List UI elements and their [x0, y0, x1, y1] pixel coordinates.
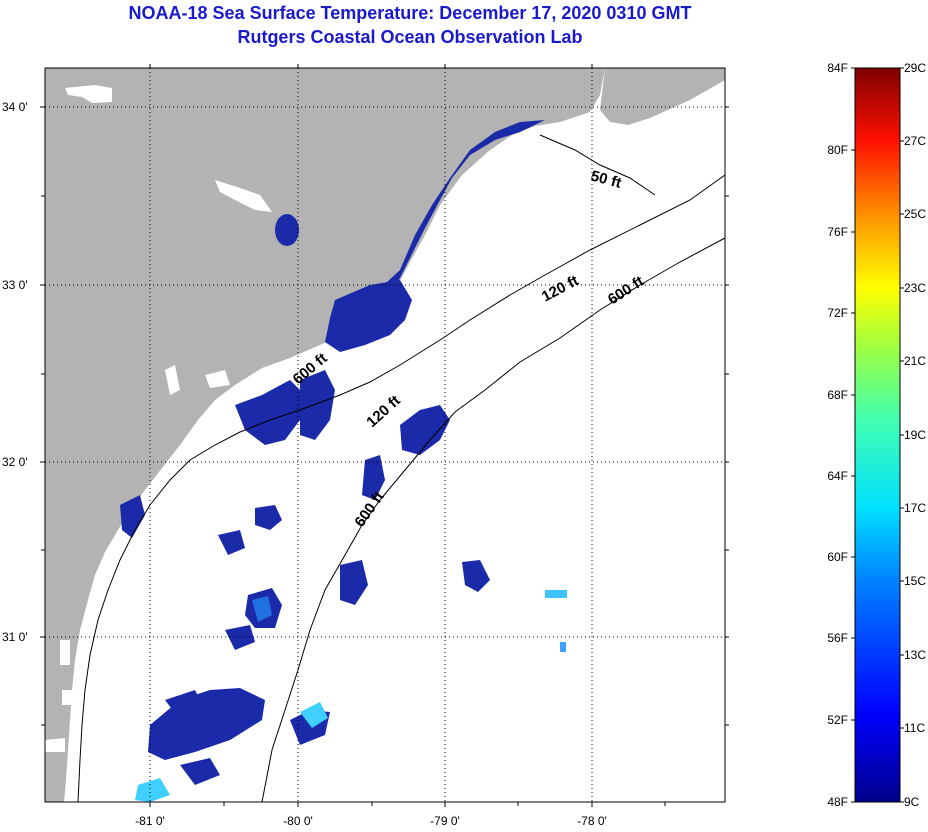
colorbar-c-label: 29C [904, 61, 926, 75]
land-mass-northeast [600, 68, 725, 125]
lat-label-33: 33 0' [2, 278, 28, 292]
colorbar-c-label: 21C [904, 354, 926, 368]
lon-label-81: -81 0' [135, 814, 165, 828]
lon-label-80: -80 0' [283, 814, 313, 828]
colorbar-gradient [854, 67, 901, 803]
lon-label-79: -79 0' [430, 814, 460, 828]
colorbar: 84F 80F 76F 72F 68F 64F 60F 56F 52F 48F … [827, 61, 926, 809]
map-ticks [40, 64, 729, 807]
lat-label-31: 31 0' [2, 630, 28, 644]
lat-label-34: 34 0' [2, 100, 28, 114]
colorbar-c-label: 15C [904, 574, 926, 588]
land-mass [45, 68, 605, 802]
colorbar-c-label: 9C [904, 795, 920, 809]
colorbar-f-label: 48F [827, 795, 848, 809]
colorbar-c-label: 17C [904, 501, 926, 515]
depth-contour-lines [77, 134, 725, 802]
colorbar-c-label: 11C [904, 721, 925, 735]
graticule [45, 68, 725, 802]
sst-cold-patches [120, 120, 545, 785]
colorbar-f-label: 76F [827, 225, 848, 239]
colorbar-c-label: 27C [904, 134, 926, 148]
colorbar-f-label: 84F [827, 61, 848, 75]
colorbar-f-label: 56F [827, 631, 848, 645]
colorbar-f-label: 72F [827, 306, 848, 320]
no-data-specks [45, 85, 272, 752]
map-area: 50 ft 120 ft 600 ft 120 ft 600 ft 600 ft [45, 68, 725, 802]
colorbar-f-label: 80F [827, 143, 848, 157]
colorbar-c-label: 13C [904, 648, 926, 662]
colorbar-f-label: 60F [827, 550, 848, 564]
map-title: NOAA-18 Sea Surface Temperature: Decembe… [128, 3, 692, 23]
lon-label-78: -78 0' [577, 814, 607, 828]
lat-label-32: 32 0' [2, 455, 28, 469]
colorbar-f-label: 68F [827, 388, 848, 402]
colorbar-f-label: 52F [827, 713, 848, 727]
map-frame [44, 67, 726, 803]
colorbar-c-label: 23C [904, 281, 926, 295]
colorbar-f-label: 64F [827, 469, 848, 483]
colorbar-c-label: 25C [904, 207, 926, 221]
colorbar-c-label: 19C [904, 428, 926, 442]
map-subtitle: Rutgers Coastal Ocean Observation Lab [237, 27, 583, 47]
sst-warm-patches [135, 590, 567, 802]
